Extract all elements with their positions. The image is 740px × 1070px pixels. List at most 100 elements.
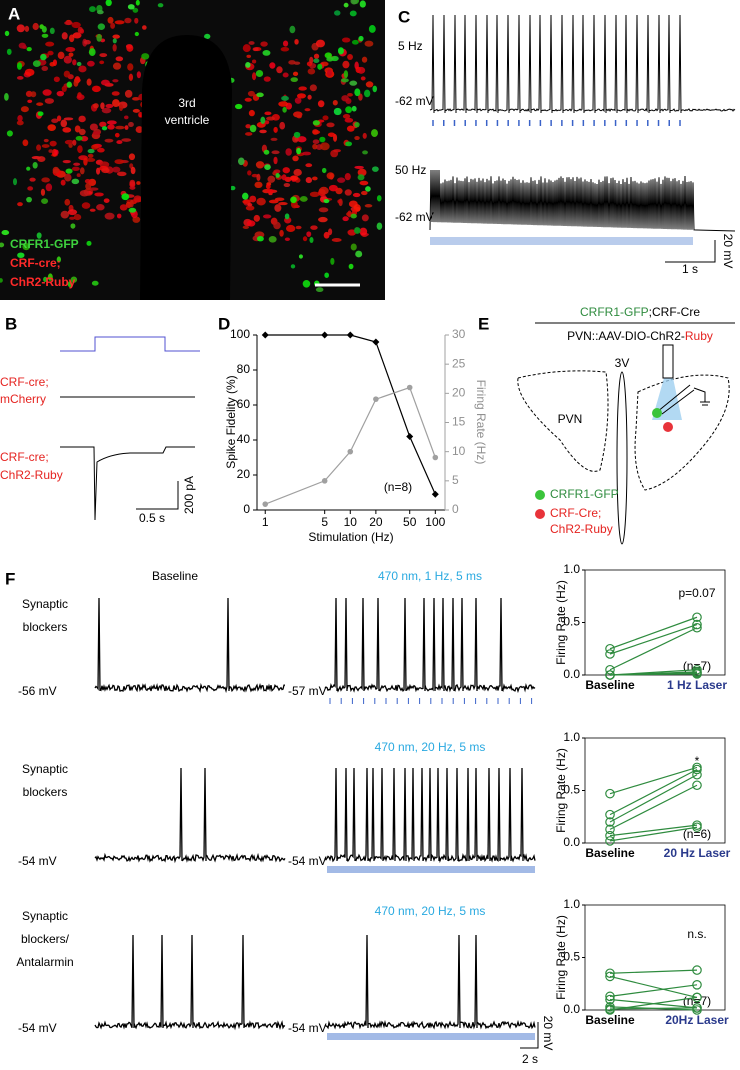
cell: [376, 222, 383, 230]
cell: [256, 235, 264, 242]
cell: [76, 173, 81, 178]
cell: [26, 46, 32, 52]
cell: [307, 68, 316, 75]
pvn-outline: [517, 370, 609, 472]
cell: [114, 20, 125, 25]
cell: [365, 186, 371, 192]
cell: [242, 225, 250, 230]
cell: [296, 93, 306, 99]
cell: [124, 125, 129, 130]
y-tick-label: 60: [237, 397, 251, 411]
cell: [255, 161, 265, 169]
cell: [138, 111, 143, 118]
panel-label: C: [398, 7, 410, 26]
cell: [362, 132, 367, 139]
pair-line: [609, 984, 698, 997]
cell: [134, 31, 139, 37]
cell: [129, 179, 136, 187]
y2-tick-label: 10: [452, 444, 466, 458]
cell: [242, 44, 251, 53]
marker: [262, 501, 269, 507]
cell: [126, 44, 134, 52]
cell: [309, 56, 314, 64]
cell: [357, 168, 367, 177]
cell: [105, 103, 114, 109]
cell: [112, 44, 117, 52]
label: -62 mV: [395, 94, 434, 108]
cell: [321, 167, 327, 174]
marker: [373, 396, 379, 402]
cell: [67, 281, 73, 288]
cell: [121, 138, 132, 142]
marker: [406, 433, 414, 440]
cell: [337, 177, 346, 183]
point: [692, 822, 702, 833]
cell: [49, 140, 57, 147]
point: [605, 809, 615, 820]
cell: [79, 167, 85, 175]
cell: [0, 278, 3, 283]
cell: [242, 192, 249, 200]
cell: [42, 89, 52, 96]
cell: [274, 204, 282, 212]
cell: [99, 60, 105, 65]
cell: [86, 60, 95, 67]
cell: [101, 107, 112, 114]
cell: [17, 252, 25, 258]
column-title: 470 nm, 20 Hz, 5 ms: [375, 904, 486, 918]
cell: [364, 40, 374, 47]
cell: [249, 124, 257, 133]
cell: [37, 111, 44, 117]
cell: [116, 213, 122, 219]
annotation: (n=8): [384, 480, 412, 494]
cell: [251, 59, 257, 64]
cell: [56, 256, 62, 263]
cell: [71, 166, 80, 171]
cell: [63, 70, 71, 78]
cell: [36, 102, 44, 106]
cell: [107, 124, 115, 130]
cell: [112, 34, 120, 39]
cell: [302, 236, 308, 242]
cell: [260, 116, 266, 124]
y2-tick-label: 15: [452, 415, 466, 429]
cell: [88, 48, 96, 57]
cell: [81, 202, 91, 209]
cell: [64, 173, 72, 182]
cell: [157, 3, 164, 8]
y-axis-label: Spike Fidelity (%): [224, 375, 238, 468]
legend-label: CRF-Cre;: [550, 506, 601, 520]
cell: [32, 60, 41, 67]
cell: [284, 237, 290, 242]
trace: [94, 597, 285, 694]
trace: [324, 597, 536, 694]
point: [605, 788, 615, 799]
label: -56 mV: [18, 684, 57, 698]
cell: [296, 147, 302, 155]
cell: [44, 98, 55, 104]
cell: [134, 17, 139, 24]
cell: [6, 130, 13, 137]
cell: [295, 225, 302, 230]
marker: [261, 331, 269, 339]
cell: [305, 177, 313, 184]
cell: [324, 272, 330, 278]
cell: [96, 167, 101, 175]
cell: [360, 76, 366, 81]
point: [605, 664, 615, 675]
label: -54 mV: [18, 854, 57, 868]
cell: [45, 183, 53, 192]
annotation: p=0.07: [678, 586, 715, 600]
y-tick-label: 0.5: [563, 783, 580, 797]
label: 20 mV: [541, 1016, 555, 1051]
cell: [127, 4, 135, 10]
cell: [302, 279, 311, 288]
scale-bar: [665, 240, 716, 263]
annotation: (n=7): [683, 659, 711, 673]
y2-tick-label: 25: [452, 356, 466, 370]
cell: [27, 99, 33, 104]
cell: [289, 175, 299, 181]
cell: [76, 61, 82, 67]
y-tick-label: 0.0: [563, 667, 580, 681]
cell: [273, 221, 281, 230]
